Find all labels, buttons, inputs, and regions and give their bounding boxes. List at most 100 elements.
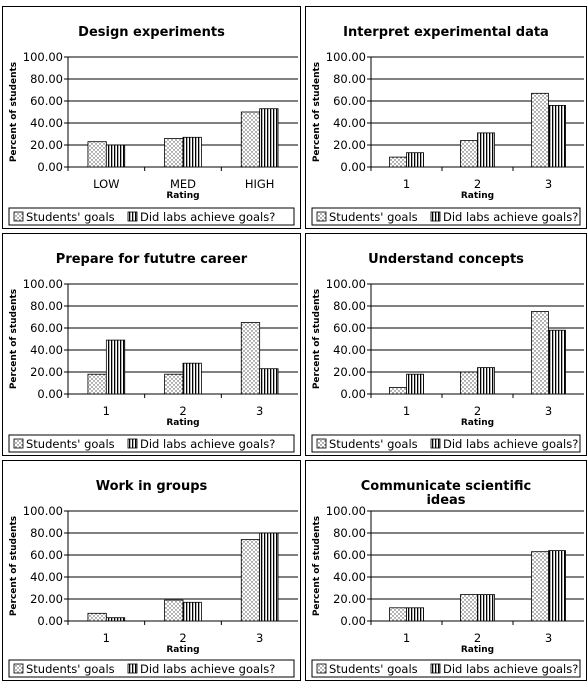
chart-panel: Prepare for fututre career 0.00 20.00 40.00… — [2, 233, 301, 456]
legend-label-goals: Students' goals — [26, 210, 115, 224]
y-tick-label: 60.00 — [30, 321, 63, 335]
x-tick-label: 3 — [256, 631, 263, 645]
bar — [259, 532, 279, 622]
x-tick-label: 3 — [545, 404, 552, 418]
chart-panel: Work in groups 0.00 20.00 40.00 60.00 80.00 10… — [2, 460, 301, 681]
x-axis-label: Rating — [461, 645, 494, 655]
legend-swatch-labs — [430, 211, 441, 222]
bar — [389, 386, 407, 395]
bar — [87, 141, 107, 168]
legend-box — [311, 659, 581, 678]
x-axis-label: Rating — [166, 645, 199, 655]
y-axis-label: Percent of students — [312, 516, 322, 616]
y-axis-label: Percent of students — [9, 516, 19, 616]
x-tick-label: HIGH — [245, 177, 275, 191]
x-tick-label: LOW — [93, 177, 119, 191]
x-axis-label: Rating — [166, 191, 199, 201]
bar-chart: Design experiments 0.00 20.00 40.00 60.00 80.… — [8, 25, 298, 226]
bar — [548, 105, 566, 168]
legend: Students' goals Did labs achieve goals? — [8, 434, 295, 453]
y-tick-label: 0.00 — [37, 614, 63, 628]
x-tick-label: 2 — [474, 404, 481, 418]
y-tick-label: 20.00 — [333, 138, 366, 152]
bar — [164, 599, 184, 622]
legend-label-goals: Students' goals — [329, 662, 418, 676]
bar — [406, 373, 424, 395]
x-tick-label: 1 — [403, 404, 410, 418]
legend-box — [8, 434, 295, 453]
legend-swatch-labs — [430, 663, 441, 674]
y-tick-label: 100.00 — [326, 50, 366, 64]
bar — [477, 132, 495, 168]
legend-swatch-goals — [316, 438, 327, 449]
y-tick-label: 60.00 — [333, 94, 366, 108]
y-tick-label: 80.00 — [333, 72, 366, 86]
y-tick-label: 40.00 — [333, 116, 366, 130]
bar — [259, 368, 279, 395]
chart-panel: Communicate scientific ideas 0.00 20.00 40.0… — [305, 460, 587, 681]
legend-label-labs: Did labs achieve goals? — [443, 662, 578, 676]
x-tick-label: 2 — [179, 404, 186, 418]
y-tick-label: 100.00 — [23, 50, 63, 64]
y-axis-label: Percent of students — [312, 62, 322, 162]
bar — [531, 551, 549, 622]
chart-title: Design experiments — [78, 25, 225, 40]
x-tick-label: 1 — [403, 631, 410, 645]
y-tick-label: 20.00 — [30, 365, 63, 379]
chart-panel: Design experiments 0.00 20.00 40.00 60.00 80.… — [2, 6, 301, 229]
x-tick-label: 1 — [103, 631, 110, 645]
chart-panel: Interpret experimental data 0.00 20.00 40.0… — [305, 6, 587, 229]
legend-label-labs: Did labs achieve goals? — [140, 210, 275, 224]
y-axis-label: Percent of students — [9, 62, 19, 162]
bar — [548, 550, 566, 622]
legend: Students' goals Did labs achieve goals? — [311, 434, 581, 453]
y-axis-label: Percent of students — [9, 289, 19, 389]
y-tick-label: 0.00 — [340, 387, 366, 401]
bar — [477, 594, 495, 622]
y-tick-label: 40.00 — [333, 570, 366, 584]
chart-title: Work in groups — [96, 479, 208, 494]
y-tick-label: 40.00 — [333, 343, 366, 357]
y-tick-label: 80.00 — [30, 526, 63, 540]
bar — [182, 601, 202, 622]
y-axis-label: Percent of students — [312, 289, 322, 389]
y-tick-label: 40.00 — [30, 570, 63, 584]
chart-title: Interpret experimental data — [343, 25, 549, 40]
y-tick-label: 20.00 — [333, 592, 366, 606]
legend-label-goals: Students' goals — [329, 210, 418, 224]
bar — [164, 373, 184, 395]
bar — [105, 144, 126, 168]
legend-swatch-goals — [316, 663, 327, 674]
y-tick-label: 100.00 — [326, 504, 366, 518]
bar — [240, 111, 261, 168]
bar — [531, 92, 549, 168]
legend-box — [8, 207, 295, 226]
bar — [389, 607, 407, 622]
legend-label-labs: Did labs achieve goals? — [140, 437, 275, 451]
y-tick-label: 20.00 — [30, 138, 63, 152]
legend-box — [311, 207, 581, 226]
bar — [406, 607, 424, 622]
legend: Students' goals Did labs achieve goals? — [8, 659, 295, 678]
x-tick-label: 3 — [545, 177, 552, 191]
legend-swatch-labs — [127, 663, 138, 674]
bar — [182, 362, 202, 395]
bar — [87, 612, 107, 622]
bar — [105, 617, 126, 622]
legend-label-labs: Did labs achieve goals? — [443, 437, 578, 451]
y-tick-label: 100.00 — [326, 277, 366, 291]
chart-panel: Understand concepts 0.00 20.00 40.00 60.00 80… — [305, 233, 587, 456]
y-tick-label: 100.00 — [23, 504, 63, 518]
legend-label-labs: Did labs achieve goals? — [140, 662, 275, 676]
y-tick-label: 100.00 — [23, 277, 63, 291]
x-axis-label: Rating — [166, 418, 199, 428]
chart-title: Communicate scientific — [361, 479, 532, 494]
legend-swatch-goals — [13, 663, 24, 674]
bar — [87, 373, 107, 395]
legend-box — [311, 434, 581, 453]
bar — [240, 539, 261, 622]
legend-swatch-goals — [13, 211, 24, 222]
legend-label-goals: Students' goals — [329, 437, 418, 451]
legend-label-goals: Students' goals — [26, 437, 115, 451]
legend-label-labs: Did labs achieve goals? — [443, 210, 578, 224]
